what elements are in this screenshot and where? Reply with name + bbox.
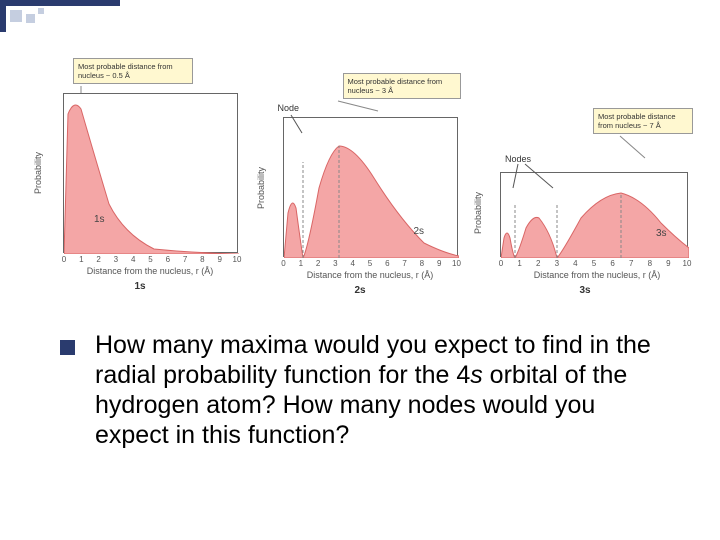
curve-2s [284, 146, 459, 258]
chart-2s: Probability Most probable distance from … [258, 73, 463, 303]
xlabel-1s: Distance from the nucleus, r (Å) [45, 266, 255, 276]
plot-2s: 2s 012345678910 [283, 117, 458, 257]
slide-corner-decoration [0, 0, 120, 35]
callout-line-3s [620, 136, 645, 158]
node-label-2s: Node [278, 103, 300, 113]
callout-2s: Most probable distance from nucleus ~ 3 … [343, 73, 461, 99]
sublabel-3s: 3s [475, 285, 695, 296]
q-italic: s [470, 361, 483, 389]
bullet-icon [60, 340, 75, 355]
plot-3s: 3s 012345678910 [500, 172, 688, 257]
ylabel-1s: Probability [33, 152, 43, 194]
orbital-label-1s: 1s [94, 214, 105, 225]
question-text: How many maxima would you expect to find… [95, 330, 660, 450]
chart-1s: Probability Most probable distance from … [35, 58, 245, 303]
curve-1s [64, 105, 239, 254]
sublabel-1s: 1s [35, 281, 245, 292]
sublabel-2s: 2s [258, 285, 463, 296]
orbital-label-3s: 3s [656, 228, 667, 239]
chart-3s: Probability Most probable distance from … [475, 108, 695, 303]
xlabel-2s: Distance from the nucleus, r (Å) [268, 270, 473, 280]
charts-row: Probability Most probable distance from … [35, 58, 695, 303]
callout-line-2s [338, 101, 378, 111]
node-label-3s: Nodes [505, 154, 531, 164]
ylabel-2s: Probability [256, 167, 266, 209]
orbital-label-2s: 2s [414, 226, 425, 237]
xlabel-3s: Distance from the nucleus, r (Å) [487, 270, 707, 280]
curve-3s [501, 193, 689, 258]
callout-1s: Most probable distance from nucleus ~ 0.… [73, 58, 193, 84]
question-block: How many maxima would you expect to find… [60, 330, 660, 450]
ylabel-3s: Probability [473, 192, 483, 234]
callout-3s: Most probable distance from nucleus ~ 7 … [593, 108, 693, 134]
plot-1s: 1s 012345678910 [63, 93, 238, 253]
